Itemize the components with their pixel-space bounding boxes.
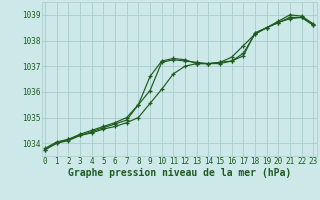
X-axis label: Graphe pression niveau de la mer (hPa): Graphe pression niveau de la mer (hPa) (68, 168, 291, 178)
